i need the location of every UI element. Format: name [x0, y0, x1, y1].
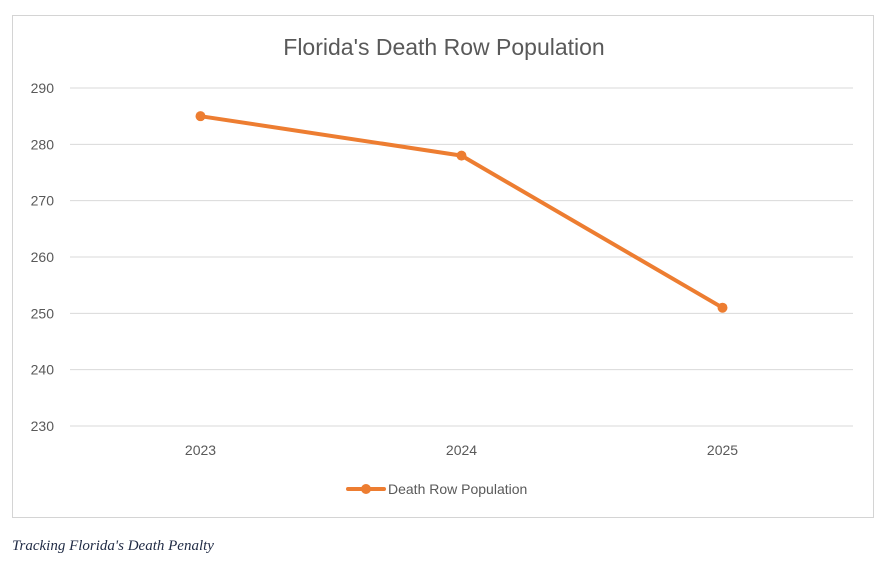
x-axis-ticks: 2023 2024 2025 [185, 442, 738, 458]
legend-swatch-marker [361, 484, 371, 494]
y-tick-label: 250 [31, 305, 55, 321]
chart-container [12, 15, 874, 518]
y-tick-label: 270 [31, 193, 55, 209]
data-points [195, 111, 728, 313]
legend-label: Death Row Population [388, 481, 527, 497]
series-lines [198, 114, 725, 310]
series-line [198, 114, 725, 310]
y-tick-label: 290 [31, 80, 55, 96]
figure-caption: Tracking Florida's Death Penalty [12, 538, 214, 554]
x-tick-label: 2024 [446, 442, 477, 458]
y-tick-label: 280 [31, 136, 55, 152]
data-point [456, 150, 467, 161]
data-point [717, 302, 728, 313]
x-tick-label: 2023 [185, 442, 216, 458]
data-point [195, 111, 206, 122]
y-tick-label: 260 [31, 249, 55, 265]
chart-title: Florida's Death Row Population [283, 34, 604, 60]
x-tick-label: 2025 [707, 442, 738, 458]
gridlines [70, 87, 853, 427]
y-axis-ticks: 230 240 250 260 270 280 290 [31, 80, 55, 434]
legend: Death Row Population [346, 481, 527, 497]
y-tick-label: 240 [31, 362, 55, 378]
y-tick-label: 230 [31, 418, 55, 434]
